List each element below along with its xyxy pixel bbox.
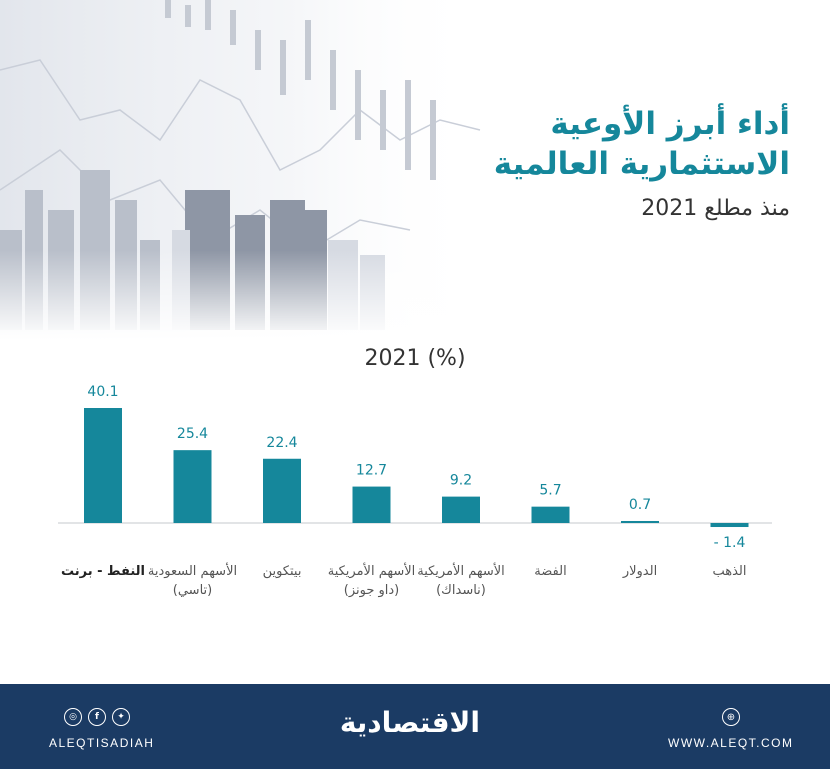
title-line-2: الاستثمارية العالمية xyxy=(493,146,790,182)
footer: ◎ f ✦ ALEQTISADIAH الاقتصادية ⊕ WWW.ALEQ… xyxy=(0,684,830,769)
data-label: 0.7 xyxy=(629,497,651,513)
bar-chart: 2021 (%) 40.1 النفط - برنت 25.4 الأسهم السعو… xyxy=(58,346,772,598)
data-label: 25.4 xyxy=(177,426,208,442)
website-link[interactable]: WWW.ALEQT.COM xyxy=(668,736,794,750)
facebook-icon[interactable]: f xyxy=(88,708,106,726)
data-label: 5.7 xyxy=(539,483,561,499)
bar xyxy=(84,408,122,523)
data-label: 12.7 xyxy=(356,463,387,479)
category-label: الأسهم السعودية xyxy=(148,562,237,579)
category-label: بيتكوين xyxy=(263,564,302,579)
bar xyxy=(442,496,480,523)
instagram-icon[interactable]: ◎ xyxy=(64,708,82,726)
category-label: النفط - برنت xyxy=(61,564,145,579)
brand-logo: الاقتصادية xyxy=(339,706,480,739)
category-label: الفضة xyxy=(534,564,566,579)
category-label: (ناسداك) xyxy=(436,583,486,598)
data-label: - 1.4 xyxy=(714,535,746,551)
social-links: ◎ f ✦ xyxy=(64,708,130,726)
social-handle: ALEQTISADIAH xyxy=(49,736,155,750)
bar xyxy=(352,486,391,523)
category-label: الأسهم الأمريكية xyxy=(417,562,505,579)
bar xyxy=(173,450,212,523)
category-label: الذهب xyxy=(712,564,746,579)
globe-icon[interactable]: ⊕ xyxy=(722,708,740,726)
category-label: الدولار xyxy=(622,564,657,579)
bar xyxy=(531,506,570,523)
category-label: (تاسي) xyxy=(173,583,212,598)
data-label: 9.2 xyxy=(450,473,472,489)
bar xyxy=(263,458,301,523)
bar xyxy=(710,523,749,528)
category-label: (داو جونز) xyxy=(344,583,400,598)
title-line-1: أداء أبرز الأوعية xyxy=(550,106,790,142)
bar xyxy=(621,520,659,523)
chart-title: 2021 (%) xyxy=(364,346,465,371)
data-label: 22.4 xyxy=(266,435,297,451)
page-subtitle: منذ مطلع 2021 xyxy=(641,196,790,221)
page-title: أداء أبرز الأوعية الاستثمارية العالمية xyxy=(494,104,790,184)
data-label: 40.1 xyxy=(87,384,118,400)
twitter-icon[interactable]: ✦ xyxy=(112,708,130,726)
background-illustration xyxy=(0,0,481,340)
category-label: الأسهم الأمريكية xyxy=(328,562,416,579)
